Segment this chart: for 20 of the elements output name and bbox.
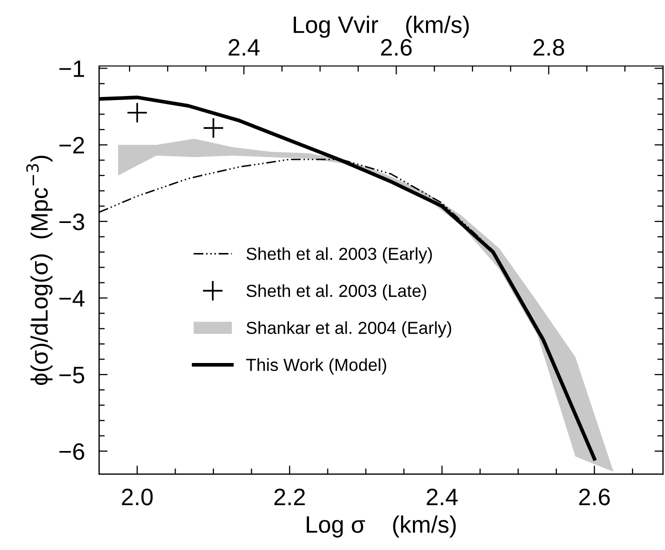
x-tick-label: 2.6 bbox=[579, 488, 610, 506]
y-axis-title: ϕ(σ)/dLog(σ) (Mpc$^{−3}$) bbox=[26, 156, 52, 385]
y-tick-label: −2 bbox=[59, 136, 84, 154]
x-axis-title: Log σ (km/s) bbox=[306, 516, 456, 538]
x-tick-label: 2.0 bbox=[122, 488, 153, 506]
x-tick-label: 2.4 bbox=[426, 488, 458, 506]
legend-label: Shankar et al. 2004 (Early) bbox=[246, 321, 452, 338]
y-tick-label: −6 bbox=[59, 443, 84, 460]
x2-tick-label: 2.4 bbox=[228, 39, 260, 56]
y-tick-label: −5 bbox=[59, 366, 84, 384]
legend-label: Sheth et al. 2003 (Late) bbox=[246, 284, 426, 300]
y-tick-label: −1 bbox=[59, 60, 84, 77]
legend-label: This Work (Model) bbox=[246, 358, 386, 374]
x2-tick-label: 2.6 bbox=[381, 39, 412, 56]
y-tick-label: −3 bbox=[59, 214, 84, 230]
y-tick-label: −4 bbox=[59, 290, 85, 307]
x2-axis-title: Log Vvir (km/s) bbox=[294, 16, 469, 38]
x2-tick-label: 2.8 bbox=[533, 39, 564, 56]
x-tick-label: 2.2 bbox=[274, 488, 305, 506]
legend-label: Sheth et al. 2003 (Early) bbox=[246, 247, 432, 264]
